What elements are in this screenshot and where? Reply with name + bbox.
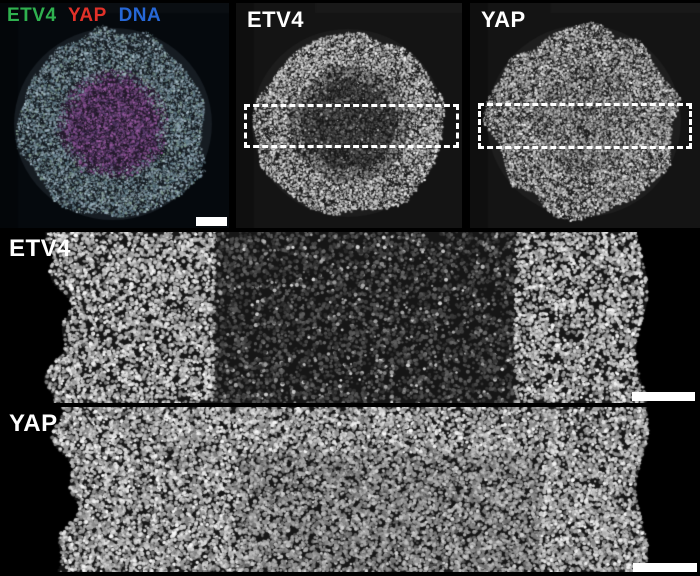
yap-roi-box — [478, 103, 692, 149]
etv4-roi-box — [244, 104, 459, 148]
yap-overview-image — [470, 3, 700, 228]
yap-panel-label: YAP — [481, 7, 526, 32]
merge-channel-labels: ETV4 YAP DNA — [7, 5, 167, 27]
etv4-inset-image — [0, 232, 700, 403]
scale-bar — [633, 563, 697, 572]
yap-strip-label: YAP — [9, 410, 58, 437]
scale-bar — [196, 217, 227, 226]
yap-overview-panel: YAP — [470, 3, 700, 228]
scale-bar — [632, 392, 695, 401]
merge-panel: ETV4 YAP DNA — [0, 3, 229, 228]
channel-label-yap: YAP — [67, 5, 107, 26]
channel-label-etv4: ETV4 — [7, 5, 57, 26]
yap-inset-image — [0, 407, 700, 572]
channel-label-dna: DNA — [118, 5, 162, 26]
etv4-inset-strip: ETV4 — [0, 232, 700, 403]
etv4-panel-label: ETV4 — [247, 7, 305, 32]
etv4-overview-panel: ETV4 — [236, 3, 462, 228]
merge-image — [0, 3, 229, 228]
yap-inset-strip: YAP — [0, 407, 700, 572]
etv4-strip-label: ETV4 — [9, 235, 72, 262]
etv4-overview-image — [236, 3, 462, 228]
